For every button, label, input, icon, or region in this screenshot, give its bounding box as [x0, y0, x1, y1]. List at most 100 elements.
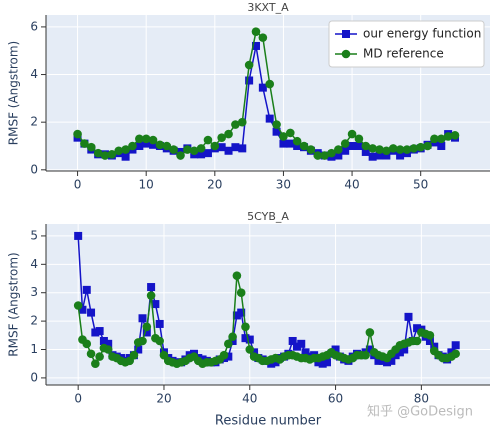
marker — [430, 134, 439, 144]
marker — [196, 144, 206, 153]
legend-label: MD reference — [363, 47, 444, 61]
marker — [80, 139, 89, 148]
marker — [121, 152, 130, 161]
marker — [322, 358, 331, 367]
marker — [374, 356, 383, 365]
marker — [413, 324, 422, 333]
marker — [142, 322, 152, 332]
marker — [299, 141, 309, 151]
marker — [365, 345, 374, 354]
marker — [388, 144, 398, 153]
marker — [292, 342, 301, 351]
marker — [396, 151, 405, 160]
y-tick-label: 0 — [30, 370, 38, 384]
marker — [272, 120, 281, 129]
marker — [297, 339, 306, 348]
marker — [395, 348, 404, 357]
marker — [382, 151, 391, 160]
x-axis-label: Residue number — [215, 414, 322, 429]
marker — [224, 146, 233, 155]
marker — [86, 349, 96, 359]
marker — [147, 283, 156, 292]
marker — [231, 143, 240, 152]
marker — [375, 151, 384, 160]
marker — [258, 83, 267, 92]
marker — [265, 114, 274, 123]
marker — [241, 322, 250, 332]
marker — [402, 145, 412, 154]
y-tick-label: 0 — [30, 162, 38, 176]
marker — [232, 271, 242, 280]
marker — [450, 130, 460, 140]
marker — [237, 117, 247, 127]
marker — [437, 141, 446, 150]
marker — [107, 150, 117, 159]
marker — [146, 291, 156, 300]
marker — [91, 328, 100, 337]
marker — [217, 143, 226, 152]
marker — [155, 319, 164, 328]
marker — [348, 141, 357, 150]
x-tick-label: 40 — [344, 178, 359, 192]
marker — [236, 288, 246, 298]
marker — [228, 332, 237, 342]
marker — [99, 336, 108, 345]
legend-box — [328, 20, 485, 68]
marker — [169, 145, 178, 154]
marker — [368, 144, 377, 153]
marker — [183, 145, 192, 154]
marker — [142, 328, 151, 337]
marker — [237, 308, 246, 317]
y-axis-label: RMSF (Angstrom) — [7, 41, 21, 145]
marker — [340, 139, 350, 148]
marker — [87, 308, 96, 317]
marker — [91, 359, 100, 369]
marker — [387, 356, 396, 365]
marker — [365, 328, 375, 337]
legend-label: our energy function — [363, 27, 481, 41]
marker — [162, 141, 172, 151]
marker — [258, 33, 268, 42]
marker — [189, 146, 199, 156]
marker — [128, 141, 137, 151]
y-tick-label: 1 — [30, 342, 38, 356]
marker — [82, 339, 92, 349]
x-tick-label: 0 — [74, 178, 82, 192]
marker — [95, 352, 104, 361]
marker — [334, 151, 343, 160]
marker — [121, 145, 130, 154]
marker — [400, 345, 409, 354]
marker — [134, 345, 143, 354]
marker — [327, 148, 336, 158]
panel-title: 3KXT_A — [247, 1, 289, 14]
y-tick-label: 5 — [30, 228, 38, 242]
marker — [210, 141, 220, 151]
marker — [151, 300, 160, 309]
marker — [245, 335, 254, 344]
marker — [142, 139, 151, 148]
marker — [251, 27, 261, 36]
marker — [95, 327, 104, 336]
marker — [286, 128, 295, 138]
marker — [347, 129, 357, 139]
marker — [155, 336, 164, 346]
marker — [82, 285, 91, 294]
marker — [238, 144, 247, 153]
marker — [73, 129, 82, 139]
marker — [412, 336, 422, 346]
marker — [416, 142, 425, 152]
y-tick-label: 4 — [30, 257, 38, 271]
marker — [361, 350, 370, 360]
marker — [135, 134, 144, 144]
marker — [129, 350, 139, 360]
marker — [138, 314, 147, 323]
marker — [203, 135, 213, 145]
marker — [443, 132, 453, 141]
marker — [141, 134, 151, 144]
marker — [103, 345, 113, 354]
marker — [313, 151, 323, 160]
marker — [241, 334, 250, 343]
marker — [104, 339, 113, 348]
marker — [395, 145, 405, 154]
marker — [176, 151, 185, 160]
